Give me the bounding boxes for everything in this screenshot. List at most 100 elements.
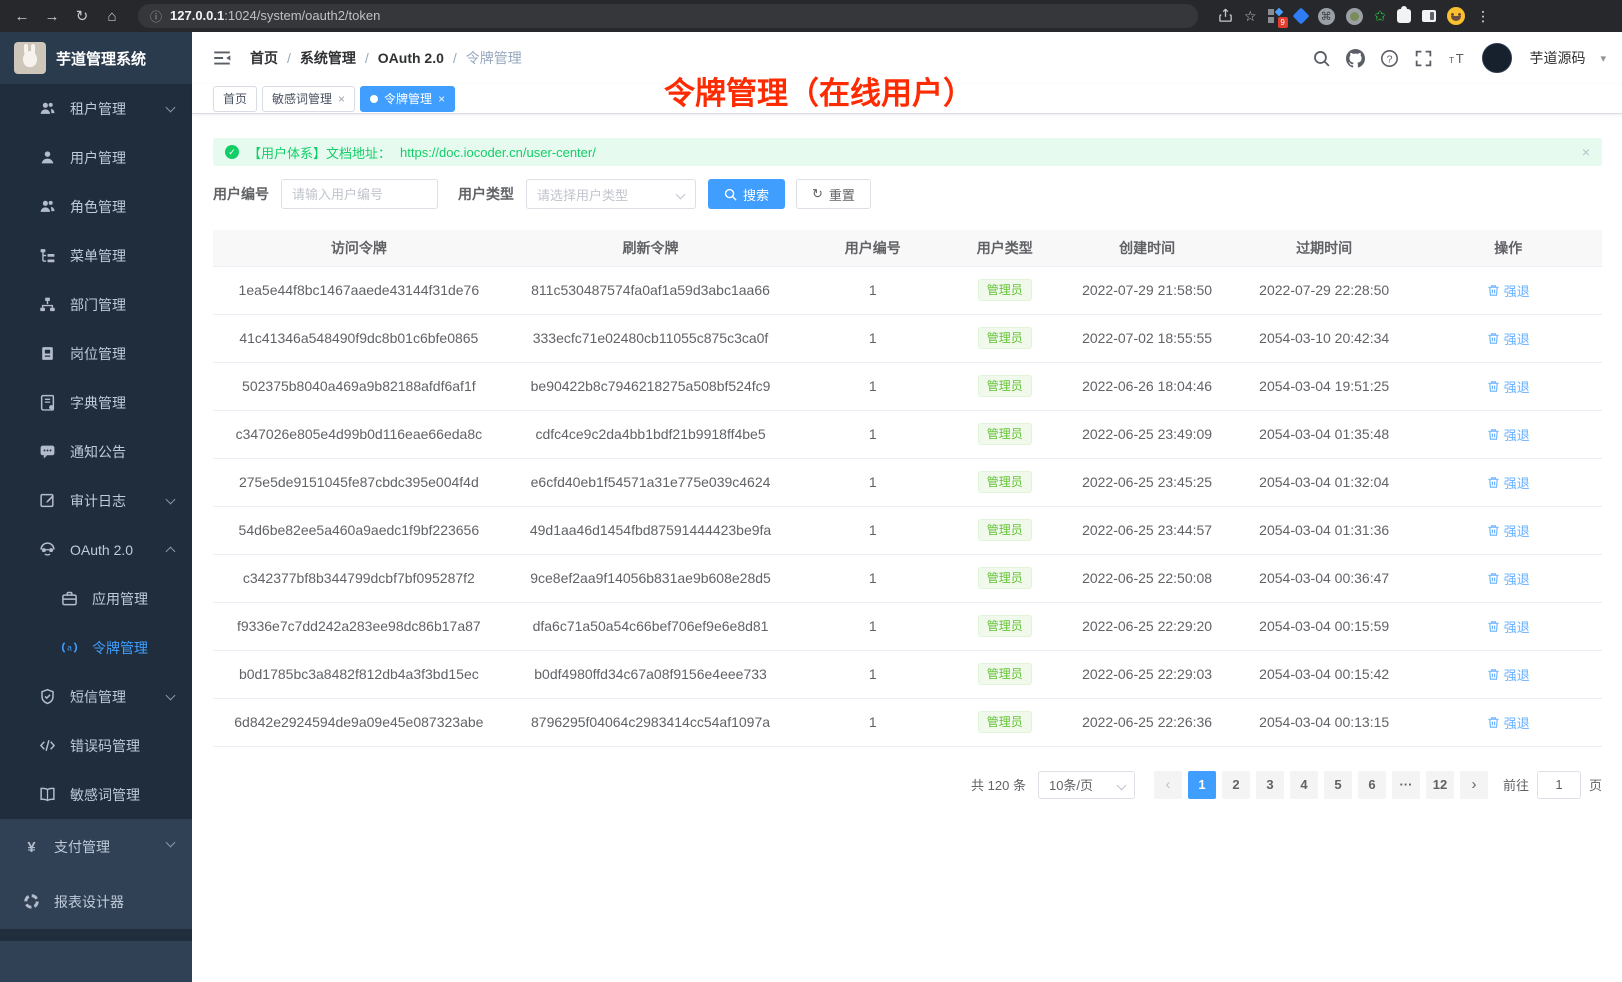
address-bar[interactable]: ⓘ 127.0.0.1:1024/system/oauth2/token — [138, 4, 1198, 28]
fullscreen-icon[interactable] — [1414, 49, 1433, 68]
force-logout-button[interactable]: 强退 — [1487, 425, 1530, 444]
doc-link[interactable]: https://doc.iocoder.cn/user-center/ — [400, 144, 596, 160]
chevron-down-icon — [1116, 780, 1127, 790]
force-logout-button[interactable]: 强退 — [1487, 377, 1530, 396]
user-id-cell: 1 — [796, 650, 950, 699]
extension-blocks-icon[interactable]: 9 — [1267, 7, 1288, 28]
page-button-12[interactable]: 12 — [1425, 770, 1454, 799]
breadcrumb-home[interactable]: 首页 — [250, 50, 278, 66]
extensions-puzzle-icon[interactable] — [1397, 6, 1412, 23]
sidebar-item-dict[interactable]: 字典管理 — [0, 378, 192, 427]
browser-home-button[interactable]: ⌂ — [107, 7, 117, 25]
record-extension-icon[interactable] — [1345, 7, 1363, 25]
caret-down-icon[interactable]: ▾ — [1600, 52, 1606, 65]
dictionary-icon — [38, 394, 56, 412]
sidebar-item-oauth2-app[interactable]: 应用管理 — [0, 574, 192, 623]
force-logout-button[interactable]: 强退 — [1487, 281, 1530, 300]
tab-sensitive-word[interactable]: 敏感词管理 × — [262, 85, 356, 112]
sidebar-item-label: 菜单管理 — [70, 247, 126, 264]
share-icon[interactable] — [1218, 8, 1233, 25]
sidebar-item-notice[interactable]: 通知公告 — [0, 427, 192, 476]
sidebar-item-audit-log[interactable]: 审计日志 — [0, 476, 192, 525]
gem-extension-icon[interactable] — [1292, 7, 1310, 25]
alert-close-icon[interactable]: × — [1581, 144, 1590, 160]
page-button-4[interactable]: 4 — [1289, 770, 1318, 799]
sidebar-item-user[interactable]: 用户管理 — [0, 133, 192, 182]
close-icon[interactable]: × — [438, 91, 446, 106]
user-id-cell: 1 — [796, 554, 950, 603]
close-icon[interactable]: × — [338, 91, 346, 106]
next-page-button[interactable]: › — [1459, 770, 1488, 799]
user-id-cell: 1 — [796, 266, 950, 315]
force-logout-button[interactable]: 强退 — [1487, 521, 1530, 540]
table-row: 54d6be82ee5a460a9aedc1f9bf223656 49d1aa4… — [213, 506, 1602, 555]
force-logout-button[interactable]: 强退 — [1487, 713, 1530, 732]
github-icon[interactable] — [1346, 48, 1366, 68]
sidebar-menu: 租户管理 用户管理 角色管理 菜单管理 部门管理 — [0, 84, 192, 941]
page-button-5[interactable]: 5 — [1323, 770, 1352, 799]
user-avatar[interactable] — [1482, 43, 1513, 73]
sidebar-item-tenant[interactable]: 租户管理 — [0, 84, 192, 133]
sidebar-item-pay[interactable]: ¥ 支付管理 — [0, 819, 192, 874]
yen-icon: ¥ — [22, 838, 40, 856]
browser-back-button[interactable]: ← — [14, 7, 30, 25]
site-info-icon[interactable]: ⓘ — [150, 9, 163, 24]
tab-home[interactable]: 首页 — [213, 85, 258, 112]
sidebar-item-oauth2-token[interactable]: a 令牌管理 — [0, 623, 192, 672]
green-star-extension-icon[interactable]: ✩ — [1373, 7, 1387, 25]
sidebar-item-sensitive-word[interactable]: 敏感词管理 — [0, 770, 192, 819]
sidebar-item-post[interactable]: 岗位管理 — [0, 329, 192, 378]
sidebar-item-role[interactable]: 角色管理 — [0, 182, 192, 231]
username[interactable]: 芋道源码 — [1529, 50, 1586, 66]
force-logout-button[interactable]: 强退 — [1487, 665, 1530, 684]
breadcrumb-system[interactable]: 系统管理 — [299, 50, 356, 66]
force-logout-button[interactable]: 强退 — [1487, 617, 1530, 636]
page-button-1[interactable]: 1 — [1187, 770, 1216, 799]
breadcrumb-oauth2[interactable]: OAuth 2.0 — [377, 50, 444, 66]
sidebar-item-label: 角色管理 — [70, 198, 126, 215]
actions-cell: 强退 — [1414, 314, 1602, 363]
force-logout-button[interactable]: 强退 — [1487, 329, 1530, 348]
search-button[interactable]: 搜索 — [708, 179, 786, 209]
tab-oauth2-token[interactable]: 令牌管理 × — [360, 85, 456, 112]
more-pages-button[interactable]: ··· — [1391, 770, 1420, 799]
open-book-icon — [38, 786, 56, 804]
table-row: 6d842e2924594de9a09e45e087323abe 8796295… — [213, 698, 1602, 747]
sidebar-item-error-code[interactable]: 错误码管理 — [0, 721, 192, 770]
reset-button[interactable]: ↻ 重置 — [796, 179, 871, 209]
page-button-3[interactable]: 3 — [1255, 770, 1284, 799]
created-cell: 2022-06-25 22:50:08 — [1060, 554, 1234, 603]
table-row: b0d1785bc3a8482f812db4a3f3bd15ec b0df498… — [213, 650, 1602, 699]
browser-forward-button[interactable]: → — [44, 7, 60, 25]
command-extension-icon[interactable]: ⌘ — [1317, 7, 1335, 25]
page-size-select[interactable]: 10条/页 — [1037, 770, 1135, 799]
sidebar-collapse-icon[interactable] — [212, 48, 232, 68]
browser-menu-icon[interactable]: ⋮ — [1476, 7, 1492, 24]
prev-page-button[interactable]: ‹ — [1153, 770, 1182, 799]
help-icon[interactable]: ? — [1380, 49, 1399, 68]
force-logout-label: 强退 — [1503, 571, 1530, 587]
table-header-row: 访问令牌 刷新令牌 用户编号 用户类型 创建时间 过期时间 操作 — [213, 230, 1602, 267]
sidebar-item-sms[interactable]: 短信管理 — [0, 672, 192, 721]
expires-cell: 2022-07-29 22:28:50 — [1233, 266, 1415, 315]
sidebar-item-dept[interactable]: 部门管理 — [0, 280, 192, 329]
sidebar-item-report-designer[interactable]: 报表设计器 — [0, 874, 192, 929]
sidebar-item-menu[interactable]: 菜单管理 — [0, 231, 192, 280]
created-cell: 2022-06-25 23:45:25 — [1060, 458, 1234, 507]
user-id-input[interactable] — [281, 179, 438, 209]
force-logout-button[interactable]: 强退 — [1487, 569, 1530, 588]
search-icon[interactable] — [1312, 49, 1331, 68]
bookmark-star-icon[interactable]: ☆ — [1244, 8, 1257, 24]
sidebar-item-oauth2[interactable]: OAuth 2.0 — [0, 525, 192, 574]
page-button-2[interactable]: 2 — [1221, 770, 1250, 799]
user-type-select[interactable]: 请选择用户类型 — [526, 179, 696, 209]
browser-reload-button[interactable]: ↻ — [75, 8, 89, 25]
user-type-cell: 管理员 — [949, 362, 1061, 411]
browser-profile-avatar[interactable] — [1447, 7, 1466, 25]
page-button-6[interactable]: 6 — [1357, 770, 1386, 799]
force-logout-button[interactable]: 强退 — [1487, 473, 1530, 492]
side-panel-icon[interactable] — [1422, 10, 1437, 22]
goto-page-input[interactable] — [1536, 770, 1581, 799]
